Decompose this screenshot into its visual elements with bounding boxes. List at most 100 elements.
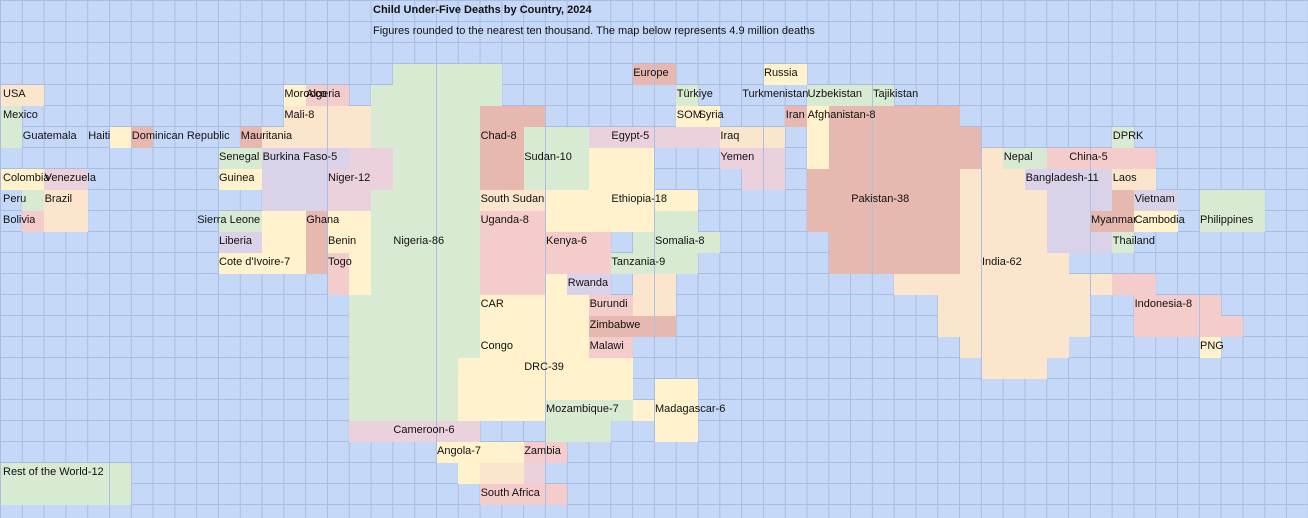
map-tile — [523, 357, 546, 379]
country-label: Burundi — [589, 298, 628, 310]
map-tile — [305, 126, 328, 148]
map-tile — [436, 273, 459, 295]
map-tile — [392, 252, 415, 274]
map-tile — [1003, 315, 1026, 337]
map-tile — [589, 210, 611, 232]
map-tile — [523, 168, 546, 190]
map-tile — [1025, 315, 1047, 337]
map-tile — [414, 399, 437, 421]
map-tile — [589, 189, 611, 211]
map-tile — [959, 231, 982, 253]
map-tile — [676, 126, 699, 148]
map-tile — [501, 441, 524, 463]
map-tile — [872, 231, 895, 253]
map-tile — [240, 252, 263, 274]
map-tile — [436, 63, 459, 85]
map-tile — [1003, 336, 1026, 358]
map-tile — [981, 189, 1004, 211]
map-tile — [501, 189, 524, 211]
map-tile — [436, 105, 459, 127]
map-tile — [1068, 168, 1091, 190]
map-tile — [1003, 189, 1026, 211]
map-tile — [1003, 168, 1026, 190]
map-tile — [349, 189, 372, 211]
map-tile — [1090, 147, 1113, 169]
map-tile — [392, 357, 415, 379]
map-tile — [349, 357, 372, 379]
map-tile — [872, 168, 895, 190]
country-label: Chad-8 — [480, 130, 517, 142]
map-tile — [262, 231, 284, 253]
country-label: Cote d'Ivoire-7 — [219, 256, 291, 268]
map-tile — [676, 420, 699, 442]
map-tile — [523, 441, 546, 463]
map-tile — [567, 273, 590, 295]
map-tile — [850, 105, 873, 127]
map-tile — [283, 210, 306, 232]
map-tile — [567, 126, 590, 148]
map-tile — [1046, 336, 1069, 358]
map-tile — [1046, 210, 1069, 232]
map-tile — [349, 378, 372, 400]
map-tile — [632, 231, 655, 253]
map-tile — [916, 147, 938, 169]
map-tile — [937, 210, 960, 232]
map-tile — [545, 399, 568, 421]
map-tile — [283, 84, 306, 106]
map-tile — [22, 483, 45, 505]
map-tile — [567, 378, 590, 400]
map-tile — [501, 462, 524, 484]
map-tile — [545, 147, 568, 169]
map-tile — [392, 147, 415, 169]
map-tile — [1221, 315, 1244, 337]
map-tile — [567, 294, 590, 316]
map-tile — [392, 315, 415, 337]
map-tile — [480, 378, 502, 400]
map-tile — [937, 315, 960, 337]
map-tile — [610, 357, 633, 379]
map-tile — [480, 210, 502, 232]
map-tile — [654, 399, 677, 421]
map-tile — [327, 168, 350, 190]
map-tile — [1003, 273, 1026, 295]
map-tile — [523, 105, 546, 127]
map-tile — [785, 63, 808, 85]
map-tile — [654, 189, 677, 211]
country-label: Europe — [633, 67, 669, 79]
map-tile — [523, 315, 546, 337]
map-tile — [283, 168, 306, 190]
map-tile — [371, 105, 393, 127]
country-label: Nigeria-86 — [393, 235, 445, 247]
map-tile — [1134, 273, 1156, 295]
map-tile — [414, 378, 437, 400]
map-tile — [1003, 147, 1026, 169]
map-tile — [916, 126, 938, 148]
map-tile — [131, 126, 154, 148]
map-tile — [981, 252, 1004, 274]
map-tile — [1025, 147, 1047, 169]
map-tile — [436, 252, 459, 274]
map-tile — [523, 378, 546, 400]
map-tile — [480, 462, 502, 484]
map-tile — [0, 105, 23, 127]
map-tile — [414, 168, 437, 190]
map-tile — [1025, 231, 1047, 253]
map-tile — [1177, 294, 1200, 316]
map-tile — [371, 357, 393, 379]
country-label: Kenya-6 — [546, 235, 587, 247]
map-tile — [414, 147, 437, 169]
map-tile — [1199, 210, 1222, 232]
map-tile — [937, 168, 960, 190]
map-tile — [1090, 210, 1113, 232]
map-tile — [480, 189, 502, 211]
map-tile — [828, 105, 851, 127]
map-tile — [349, 126, 372, 148]
country-label: Uzbekistan — [807, 88, 863, 100]
country-label: Brazil — [44, 193, 73, 205]
map-tile — [763, 63, 786, 85]
map-tile — [523, 147, 546, 169]
map-tile — [305, 189, 328, 211]
map-tile — [392, 294, 415, 316]
map-tile — [436, 126, 459, 148]
map-tile — [1112, 189, 1135, 211]
